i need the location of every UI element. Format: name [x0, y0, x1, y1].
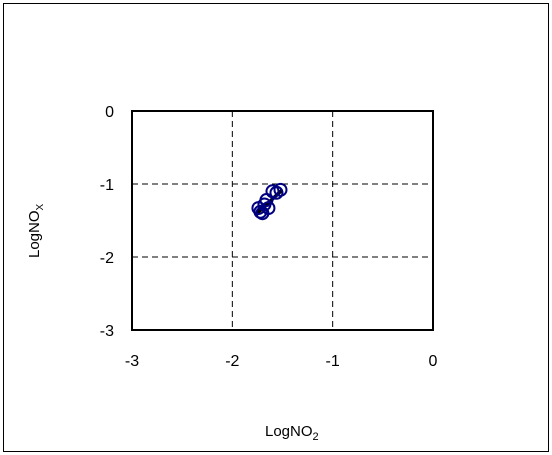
data-point [259, 193, 274, 208]
y-axis-title: LogNOX [26, 203, 46, 258]
x-tick-label: 0 [429, 353, 438, 370]
y-axis-title-sub: X [35, 203, 46, 210]
y-tick-labels: 0 -1 -2 -3 [100, 104, 114, 340]
data-point [261, 201, 276, 216]
x-axis-title: LogNO2 [265, 423, 319, 443]
chart-frame [3, 3, 549, 452]
y-tick-label: 0 [105, 104, 114, 121]
plot-area [131, 110, 434, 331]
x-tick-label: -3 [125, 353, 139, 370]
x-axis-title-sub: 2 [313, 431, 319, 443]
y-tick-label: -2 [100, 250, 114, 267]
data-points [251, 182, 288, 221]
x-tick-labels: -3 -2 -1 0 [125, 353, 438, 370]
data-point [273, 182, 288, 197]
data-point [253, 204, 268, 219]
grid-lines [132, 111, 433, 330]
y-tick-label: -1 [100, 177, 114, 194]
x-tick-label: -2 [225, 353, 239, 370]
x-tick-label: -1 [326, 353, 340, 370]
x-axis-title-main: LogNO [265, 423, 313, 440]
y-tick-label: -3 [100, 323, 114, 340]
y-axis-title-main: LogNO [26, 210, 43, 258]
